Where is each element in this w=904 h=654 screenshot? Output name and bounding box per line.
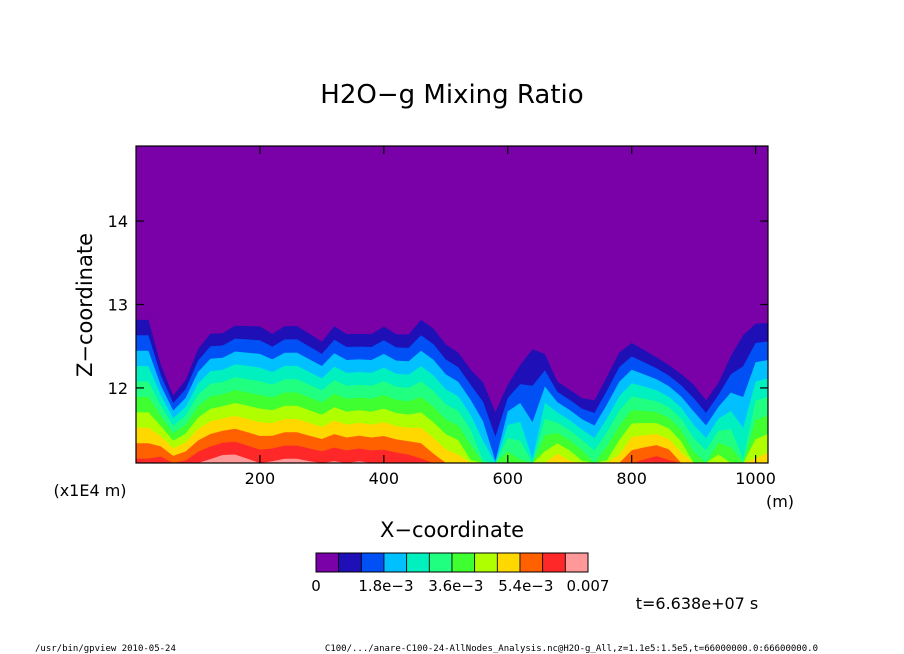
x-tick-label: 800 xyxy=(616,469,647,488)
colorbar-swatch xyxy=(451,552,476,573)
contour-field xyxy=(136,146,768,463)
y-axis-unit: (x1E4 m) xyxy=(53,481,126,500)
x-tick-label: 1000 xyxy=(735,469,776,488)
footer-left: /usr/bin/gpview 2010-05-24 xyxy=(35,644,176,654)
colorbar-labels: 0 1.8e−3 3.6e−3 5.4e−3 0.007 xyxy=(311,577,609,595)
colorbar-swatch xyxy=(542,552,566,573)
colorbar-swatch xyxy=(383,552,408,573)
colorbar-tick-label: 5.4e−3 xyxy=(498,577,553,595)
chart-title: H2O−g Mixing Ratio xyxy=(320,80,583,110)
colorbar-tick-label: 0.007 xyxy=(567,577,610,595)
colorbar-swatch xyxy=(428,552,453,573)
x-axis-unit: (m) xyxy=(766,492,794,511)
contour-band-10 xyxy=(136,441,768,463)
colorbar xyxy=(315,552,589,573)
colorbar-swatch xyxy=(519,552,544,573)
colorbar-swatch xyxy=(406,552,430,573)
x-tick-label: 200 xyxy=(245,469,276,488)
contour-band-11 xyxy=(136,454,768,463)
colorbar-swatch xyxy=(564,552,589,573)
x-axis-label: X−coordinate xyxy=(380,518,524,542)
time-label: t=6.638e+07 s xyxy=(636,594,759,613)
colorbar-tick-label: 0 xyxy=(311,577,321,595)
colorbar-tick-label: 3.6e−3 xyxy=(428,577,483,595)
y-axis: 12 13 14 xyxy=(108,212,768,398)
colorbar-swatch xyxy=(315,552,340,573)
colorbar-swatch xyxy=(360,552,385,573)
colorbar-frame xyxy=(315,552,589,573)
x-axis: 200 400 600 800 1000 xyxy=(245,146,776,488)
y-tick-label: 13 xyxy=(108,296,128,315)
y-axis-label: Z−coordinate xyxy=(73,233,97,377)
x-tick-label: 600 xyxy=(492,469,523,488)
y-tick-label: 12 xyxy=(108,379,128,398)
footer-right: C100/.../anare-C100-24-AllNodes_Analysis… xyxy=(325,644,818,654)
colorbar-swatch xyxy=(338,552,362,573)
colorbar-tick-label: 1.8e−3 xyxy=(358,577,413,595)
colorbar-swatch xyxy=(474,552,498,573)
x-tick-label: 400 xyxy=(369,469,400,488)
y-tick-label: 14 xyxy=(108,212,128,231)
colorbar-swatch xyxy=(496,552,521,573)
